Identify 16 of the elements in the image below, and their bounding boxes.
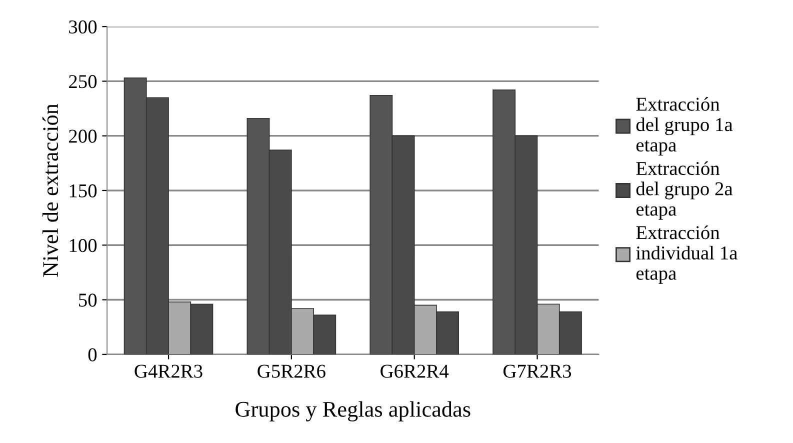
x-axis-title: Grupos y Reglas aplicadas (236, 401, 470, 422)
y-tick-label: 100 (70, 238, 97, 252)
y-tick-label: 50 (79, 294, 97, 307)
y-axis-title: Nivel de extracción (42, 104, 58, 277)
x-tick-label: G5R2R6 (258, 364, 326, 378)
legend-label: Extracción del grupo 1a etapa (636, 97, 733, 156)
x-tick-label: G7R2R3 (503, 364, 572, 378)
y-tick-label: 250 (69, 75, 97, 88)
legend-label: Extracción individual 1a etapa (636, 226, 738, 284)
legend-label: Extracción del grupo 2a etapa (636, 161, 733, 220)
y-tick-label: 300 (69, 20, 97, 34)
x-tick-label: G6R2R4 (380, 364, 449, 378)
y-tick-label: 200 (69, 130, 97, 143)
y-tick-label: 150 (70, 184, 97, 198)
y-tick-label: 0 (88, 348, 97, 362)
x-tick-label: G4R2R3 (134, 364, 202, 378)
